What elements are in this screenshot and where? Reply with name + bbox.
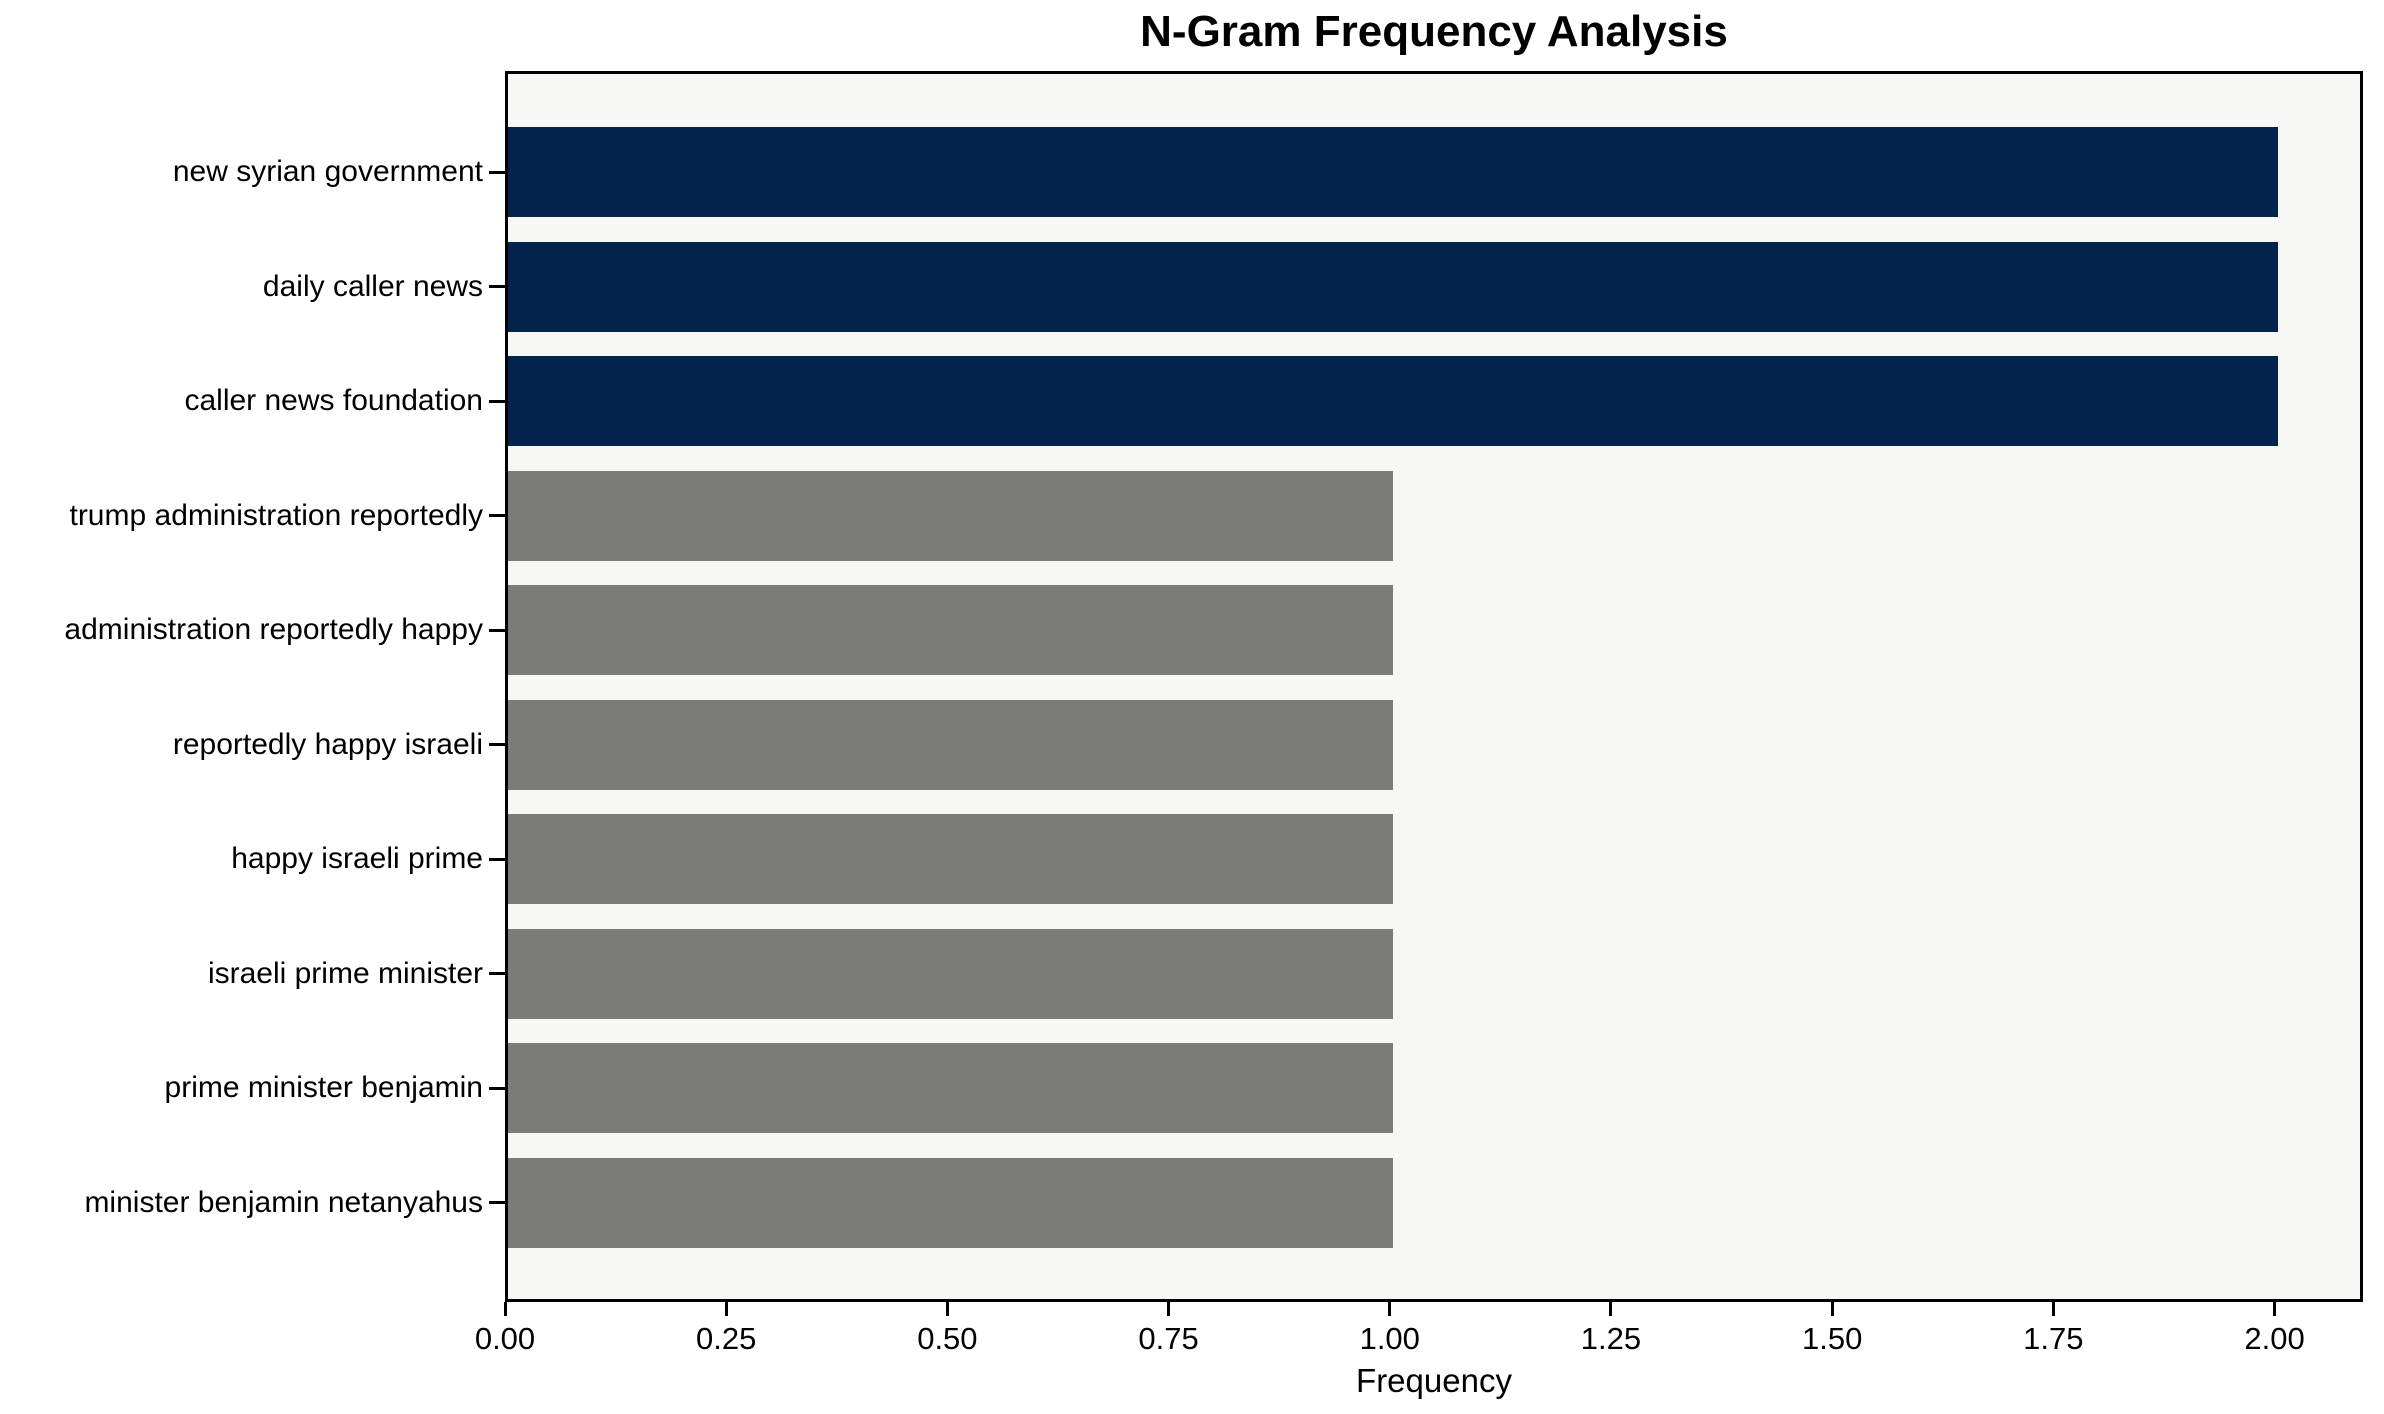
y-tick-mark — [489, 170, 505, 174]
bar-trump-administration-reportedly — [508, 470, 1393, 561]
y-tick-mark — [489, 514, 505, 517]
bar-israeli-prime-minister — [508, 928, 1393, 1019]
x-tick-label: 0.00 — [474, 1321, 536, 1356]
y-tick-label: caller news foundation — [184, 384, 483, 417]
x-tick-mark — [1388, 1302, 1392, 1316]
y-tick-mark — [489, 285, 505, 288]
x-tick-mark — [945, 1302, 949, 1316]
bar-administration-reportedly-happy — [508, 585, 1393, 675]
x-tick-mark — [1609, 1302, 1613, 1316]
x-tick-mark — [503, 1302, 507, 1316]
x-tick-label: 1.25 — [1580, 1321, 1642, 1356]
bar-minister-benjamin-netanyahus — [508, 1157, 1393, 1248]
x-tick-label: 0.75 — [1138, 1321, 1199, 1356]
x-tick-label: 1.50 — [1801, 1321, 1863, 1356]
y-tick-label: daily caller news — [262, 269, 483, 303]
y-tick-mark — [489, 1201, 505, 1204]
x-axis-title: Frequency — [1356, 1362, 1512, 1399]
y-tick-mark — [489, 1086, 505, 1090]
chart-title: N-Gram Frequency Analysis — [1140, 7, 1728, 56]
x-tick-label: 1.00 — [1359, 1321, 1420, 1356]
plot-area — [505, 71, 2363, 1302]
y-tick-label: reportedly happy israeli — [172, 727, 483, 761]
x-tick-mark — [1830, 1302, 1834, 1316]
y-tick-mark — [489, 399, 505, 403]
x-tick-label: 0.50 — [917, 1321, 978, 1356]
y-tick-label: trump administration reportedly — [69, 498, 483, 532]
y-tick-mark — [489, 628, 505, 632]
y-tick-mark — [489, 857, 505, 861]
bar-daily-caller-news — [508, 241, 2278, 332]
y-tick-mark — [489, 972, 505, 975]
y-tick-label: happy israeli prime — [231, 842, 483, 875]
bar-reportedly-happy-israeli — [508, 699, 1393, 790]
x-tick-mark — [724, 1302, 728, 1316]
x-tick-mark — [2051, 1302, 2055, 1316]
y-tick-mark — [489, 743, 505, 746]
bar-prime-minister-benjamin — [508, 1043, 1393, 1133]
y-tick-label: prime minister benjamin — [164, 1071, 483, 1104]
bar-happy-israeli-prime — [508, 814, 1393, 904]
x-tick-mark — [2273, 1302, 2277, 1316]
y-tick-label: israeli prime minister — [207, 956, 483, 990]
y-tick-label: new syrian government — [172, 155, 483, 188]
x-tick-label: 1.75 — [2023, 1321, 2084, 1356]
x-tick-label: 0.25 — [696, 1321, 757, 1356]
bar-caller-news-foundation — [508, 356, 2278, 446]
y-tick-label: administration reportedly happy — [64, 613, 483, 646]
bar-new-syrian-government — [508, 127, 2278, 217]
x-tick-mark — [1167, 1302, 1171, 1316]
x-tick-label: 2.00 — [2244, 1321, 2305, 1356]
y-tick-label: minister benjamin netanyahus — [84, 1185, 483, 1219]
